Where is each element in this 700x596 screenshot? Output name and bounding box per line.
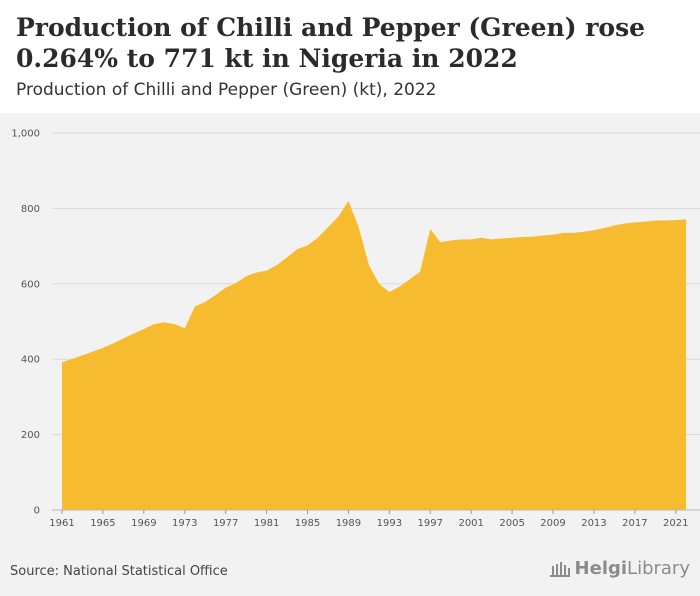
logo-text-rest: Library [627,558,690,579]
x-tick-label: 1993 [377,518,402,529]
x-tick-label: 2009 [540,518,565,529]
x-tick-label: 2013 [581,518,606,529]
x-tick-label: 1961 [49,518,74,529]
y-tick-label: 400 [21,355,40,366]
logo-text-bold: Helgi [574,558,628,579]
helgi-library-logo[interactable]: HelgiLibrary [549,558,690,579]
x-tick-label: 1969 [131,518,156,529]
y-tick-label: 600 [21,279,40,290]
chart-subtitle: Production of Chilli and Pepper (Green) … [16,80,437,100]
x-tick-label: 2021 [663,518,688,529]
series-area [62,200,686,511]
x-tick-label: 1977 [213,518,238,529]
area-chart: 0 200 400 600 800 1,000 1961 1965 1969 1973 1977 19… [11,129,700,529]
x-tick-label: 1973 [172,518,197,529]
y-tick-label: 1,000 [11,129,40,140]
library-building-icon [549,561,570,577]
x-tick-label: 1989 [336,518,361,529]
x-tick-label: 1965 [90,518,115,529]
x-tick-label: 1985 [295,518,320,529]
y-tick-label: 200 [21,430,40,441]
x-tick-label: 2005 [499,518,524,529]
logo-text: HelgiLibrary [575,558,690,579]
x-tick-label: 1981 [254,518,279,529]
source-text: Source: National Statistical Office [10,564,228,579]
y-tick-label: 800 [21,204,40,215]
footer: Source: National Statistical Office Helg… [0,543,700,596]
y-tick-label: 0 [34,506,40,517]
x-tick-label: 2001 [458,518,483,529]
header: Production of Chilli and Pepper (Green) … [0,0,700,113]
chart-area: 0 200 400 600 800 1,000 1961 1965 1969 1973 1977 19… [0,113,700,543]
chart-title: Production of Chilli and Pepper (Green) … [16,13,646,73]
x-tick-label: 1997 [418,518,443,529]
x-tick-label: 2017 [622,518,647,529]
